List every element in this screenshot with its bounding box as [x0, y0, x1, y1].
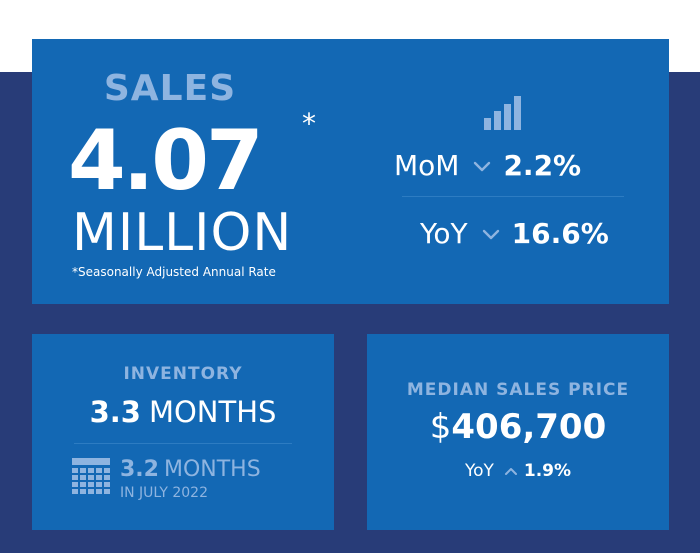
median-price-panel: MEDIAN SALES PRICE $406,700 YoY 1.9% [367, 334, 669, 530]
chevron-up-icon [504, 468, 517, 475]
sales-footnote: *Seasonally Adjusted Annual Rate [72, 265, 276, 279]
mom-label: MoM [394, 149, 460, 182]
inventory-heading: INVENTORY [123, 364, 243, 384]
inventory-previous-period: IN JULY 2022 [120, 485, 208, 501]
mom-value: 2.2% [503, 149, 582, 182]
sales-panel: SALES 4.07 * MILLION *Seasonally Adjuste… [32, 39, 669, 304]
inventory-previous: 3.2 MONTHS [120, 456, 261, 485]
stat-divider [402, 196, 624, 197]
median-price-yoy-label: YoY [464, 461, 494, 481]
sales-value: 4.07 [68, 112, 264, 209]
chevron-down-icon [482, 229, 499, 240]
calendar-icon [72, 458, 110, 494]
inventory-main: 3.3 MONTHS [32, 392, 334, 437]
sales-asterisk: * [302, 107, 316, 140]
chevron-down-icon [474, 161, 491, 172]
inventory-previous-unit: MONTHS [163, 457, 261, 482]
bar-chart-icon [484, 96, 521, 130]
median-price-heading: MEDIAN SALES PRICE [406, 380, 630, 400]
inventory-previous-value: 3.2 [120, 457, 159, 482]
mom-row: MoM 2.2% [394, 146, 581, 186]
sales-heading: SALES [103, 68, 237, 109]
median-price-yoy: YoY 1.9% [367, 458, 669, 484]
median-price-main: $406,700 [367, 406, 669, 454]
yoy-label: YoY [420, 217, 468, 250]
median-price-yoy-value: 1.9% [523, 461, 572, 481]
inventory-divider [74, 443, 292, 444]
yoy-value: 16.6% [511, 217, 609, 250]
inventory-value: 3.3 [89, 395, 141, 429]
median-price-value: 406,700 [451, 407, 607, 447]
inventory-panel: INVENTORY 3.3 MONTHS 3.2 MONTHS IN JULY 20… [32, 334, 334, 530]
inventory-unit: MONTHS [148, 395, 277, 429]
yoy-row: YoY 16.6% [420, 214, 609, 254]
median-price-currency: $ [429, 407, 452, 447]
sales-unit: MILLION [72, 203, 293, 263]
